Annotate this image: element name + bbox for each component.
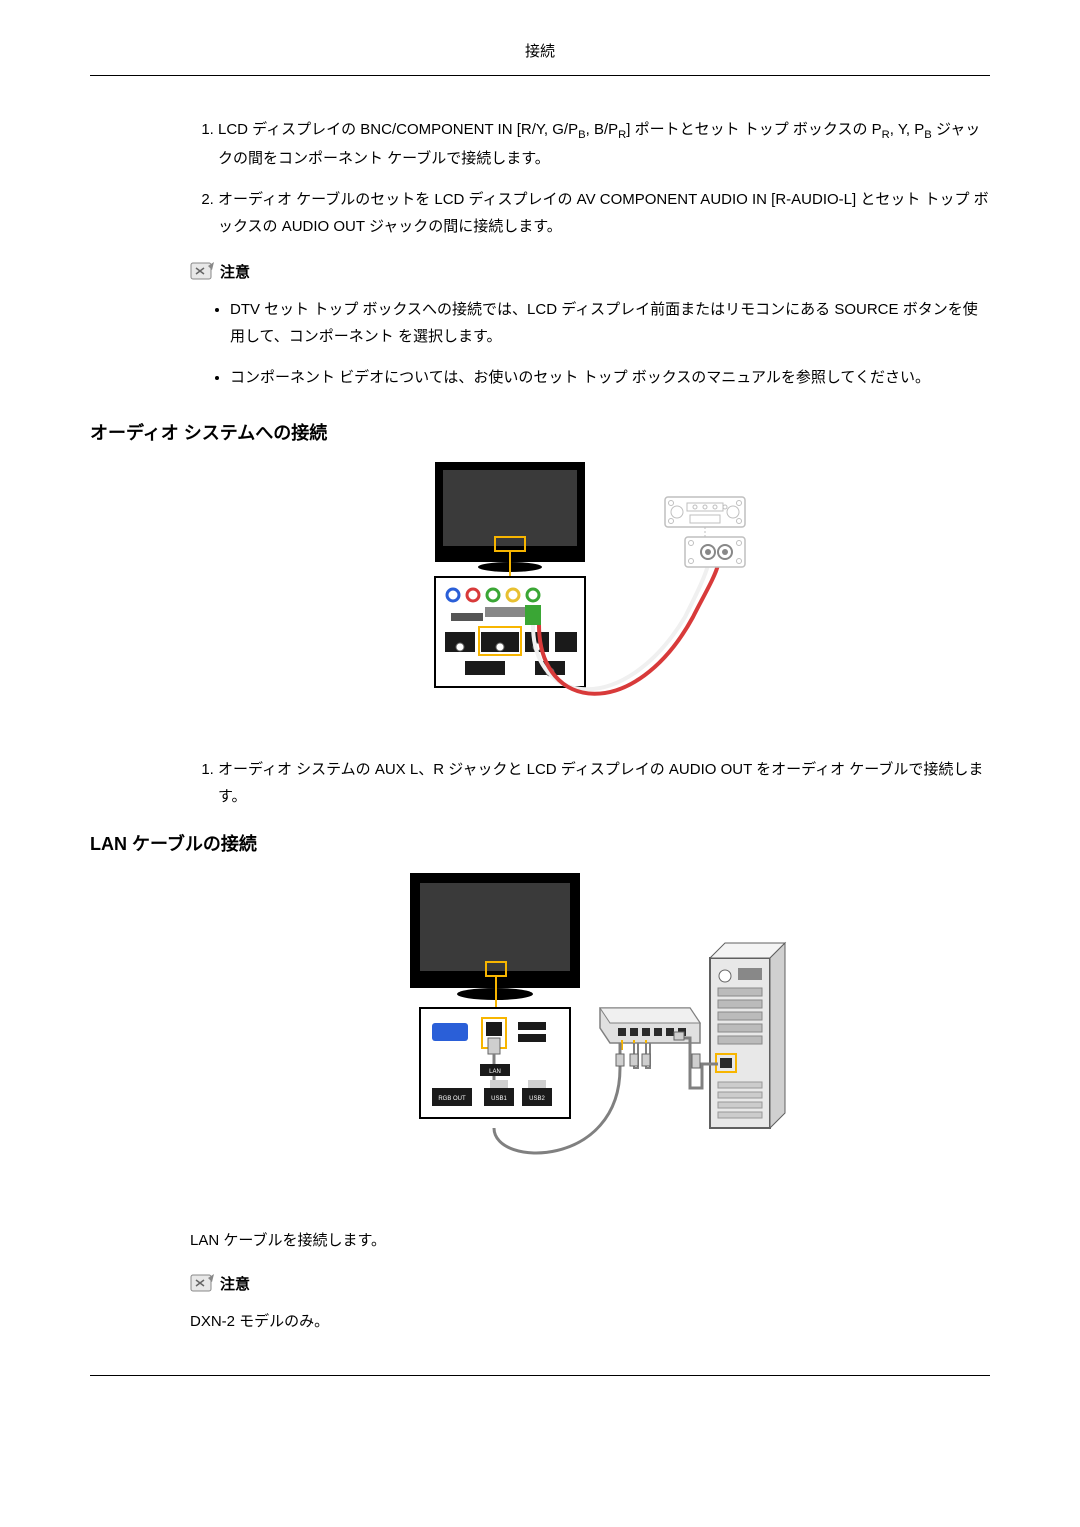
page-header: 接続 — [90, 40, 990, 76]
svg-text:LAN: LAN — [489, 1069, 501, 1075]
note-icon — [190, 1272, 216, 1294]
svg-text:USB1: USB1 — [491, 1096, 507, 1102]
section-heading-lan: LAN ケーブルの接続 — [90, 830, 990, 856]
top-steps-list: LCD ディスプレイの BNC/COMPONENT IN [R/Y, G/PB,… — [190, 116, 990, 240]
lan-text: LAN ケーブルを接続します。 — [190, 1227, 990, 1254]
step-item: LCD ディスプレイの BNC/COMPONENT IN [R/Y, G/PB,… — [218, 116, 990, 172]
audio-connection-diagram — [190, 457, 990, 732]
footer-rule — [90, 1375, 990, 1376]
note-label: 注意 — [220, 261, 250, 282]
svg-text:USB2: USB2 — [529, 1096, 545, 1102]
note-bullet-list: DTV セット トップ ボックスへの接続では、LCD ディスプレイ前面またはリモ… — [190, 296, 990, 391]
content-body: LCD ディスプレイの BNC/COMPONENT IN [R/Y, G/PB,… — [190, 116, 990, 1335]
note-heading: 注意 — [190, 260, 990, 282]
bullet-item: コンポーネント ビデオについては、お使いのセット トップ ボックスのマニュアルを… — [230, 364, 990, 391]
audio-steps-list: オーディオ システムの AUX L、R ジャックと LCD ディスプレイの AU… — [190, 756, 990, 810]
note-label: 注意 — [220, 1273, 250, 1294]
step-item: オーディオ ケーブルのセットを LCD ディスプレイの AV COMPONENT… — [218, 186, 990, 240]
section-heading-audio: オーディオ システムへの接続 — [90, 419, 990, 445]
lan-connection-diagram: LAN RGB OUT USB1 USB2 — [190, 868, 990, 1203]
bullet-item: DTV セット トップ ボックスへの接続では、LCD ディスプレイ前面またはリモ… — [230, 296, 990, 350]
lan-note-heading: 注意 — [190, 1272, 990, 1294]
note-icon — [190, 260, 216, 282]
svg-text:RGB OUT: RGB OUT — [438, 1096, 466, 1102]
lan-note-text: DXN-2 モデルのみ。 — [190, 1308, 990, 1335]
step-item: オーディオ システムの AUX L、R ジャックと LCD ディスプレイの AU… — [218, 756, 990, 810]
